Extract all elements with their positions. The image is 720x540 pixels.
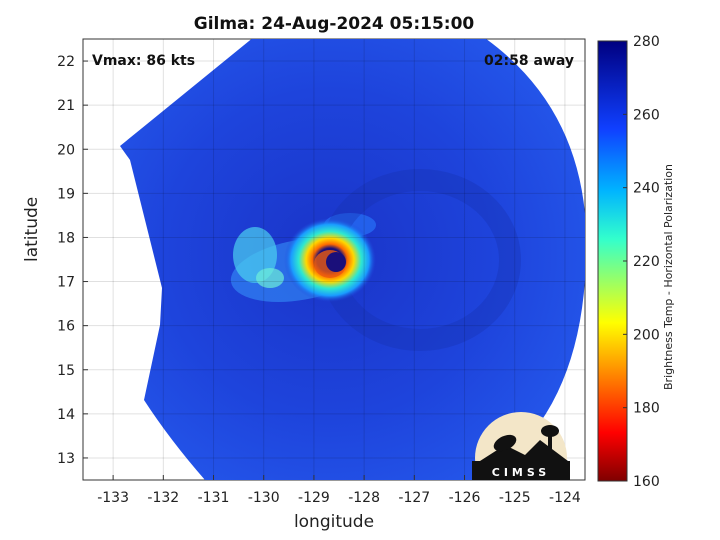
- cimss-logo: CIMSS: [472, 412, 570, 480]
- x-axis-ticks: -133 -132 -131 -130 -129 -128 -127 -126 -125 -124: [97, 475, 581, 506]
- colorbar-tick-label: 240: [633, 181, 660, 197]
- x-tick-label: -128: [348, 490, 380, 506]
- y-tick-label: 17: [57, 275, 75, 291]
- x-axis-label: longitude: [293, 512, 375, 532]
- colorbar-tick-label: 180: [633, 401, 660, 417]
- y-tick-label: 18: [57, 230, 75, 246]
- colorbar: [597, 40, 628, 482]
- colorbar-tick-label: 200: [633, 327, 660, 343]
- storm-eye: [326, 252, 346, 272]
- y-tick-label: 15: [57, 363, 75, 379]
- colorbar-tick-label: 160: [633, 474, 660, 490]
- vmax-label: Vmax: 86 kts: [92, 53, 196, 69]
- x-tick-label: -126: [449, 490, 481, 506]
- y-tick-label: 13: [57, 451, 75, 467]
- x-tick-label: -129: [298, 490, 330, 506]
- x-tick-label: -131: [198, 490, 230, 506]
- y-tick-label: 20: [57, 142, 75, 158]
- x-tick-label: -125: [499, 490, 531, 506]
- figure-title: Gilma: 24-Aug-2024 05:15:00: [193, 14, 475, 34]
- colorbar-label: Brightness Temp - Horizontal Polarizatio…: [662, 164, 675, 390]
- x-tick-label: -133: [97, 490, 129, 506]
- microwave-swath: [120, 39, 585, 480]
- y-axis-label: latitude: [22, 196, 42, 262]
- time-away-label: 02:58 away: [484, 53, 574, 69]
- x-tick-label: -127: [398, 490, 430, 506]
- grid-lines: [83, 39, 585, 480]
- y-axis-ticks: 13 14 15 16 17 18 19 20 21 22: [57, 54, 88, 467]
- y-tick-label: 16: [57, 319, 75, 335]
- logo-text: CIMSS: [492, 466, 550, 479]
- y-tick-label: 19: [57, 186, 75, 202]
- colorbar-ticks: 160 180 200 220 240 260 280: [623, 34, 660, 490]
- x-tick-label: -130: [248, 490, 280, 506]
- y-tick-label: 21: [57, 98, 75, 114]
- y-tick-label: 22: [57, 54, 75, 70]
- x-tick-label: -132: [147, 490, 179, 506]
- colorbar-tick-label: 220: [633, 254, 660, 270]
- y-tick-label: 14: [57, 407, 75, 423]
- x-tick-label: -124: [549, 490, 581, 506]
- colorbar-tick-label: 280: [633, 34, 660, 50]
- colorbar-tick-label: 260: [633, 107, 660, 123]
